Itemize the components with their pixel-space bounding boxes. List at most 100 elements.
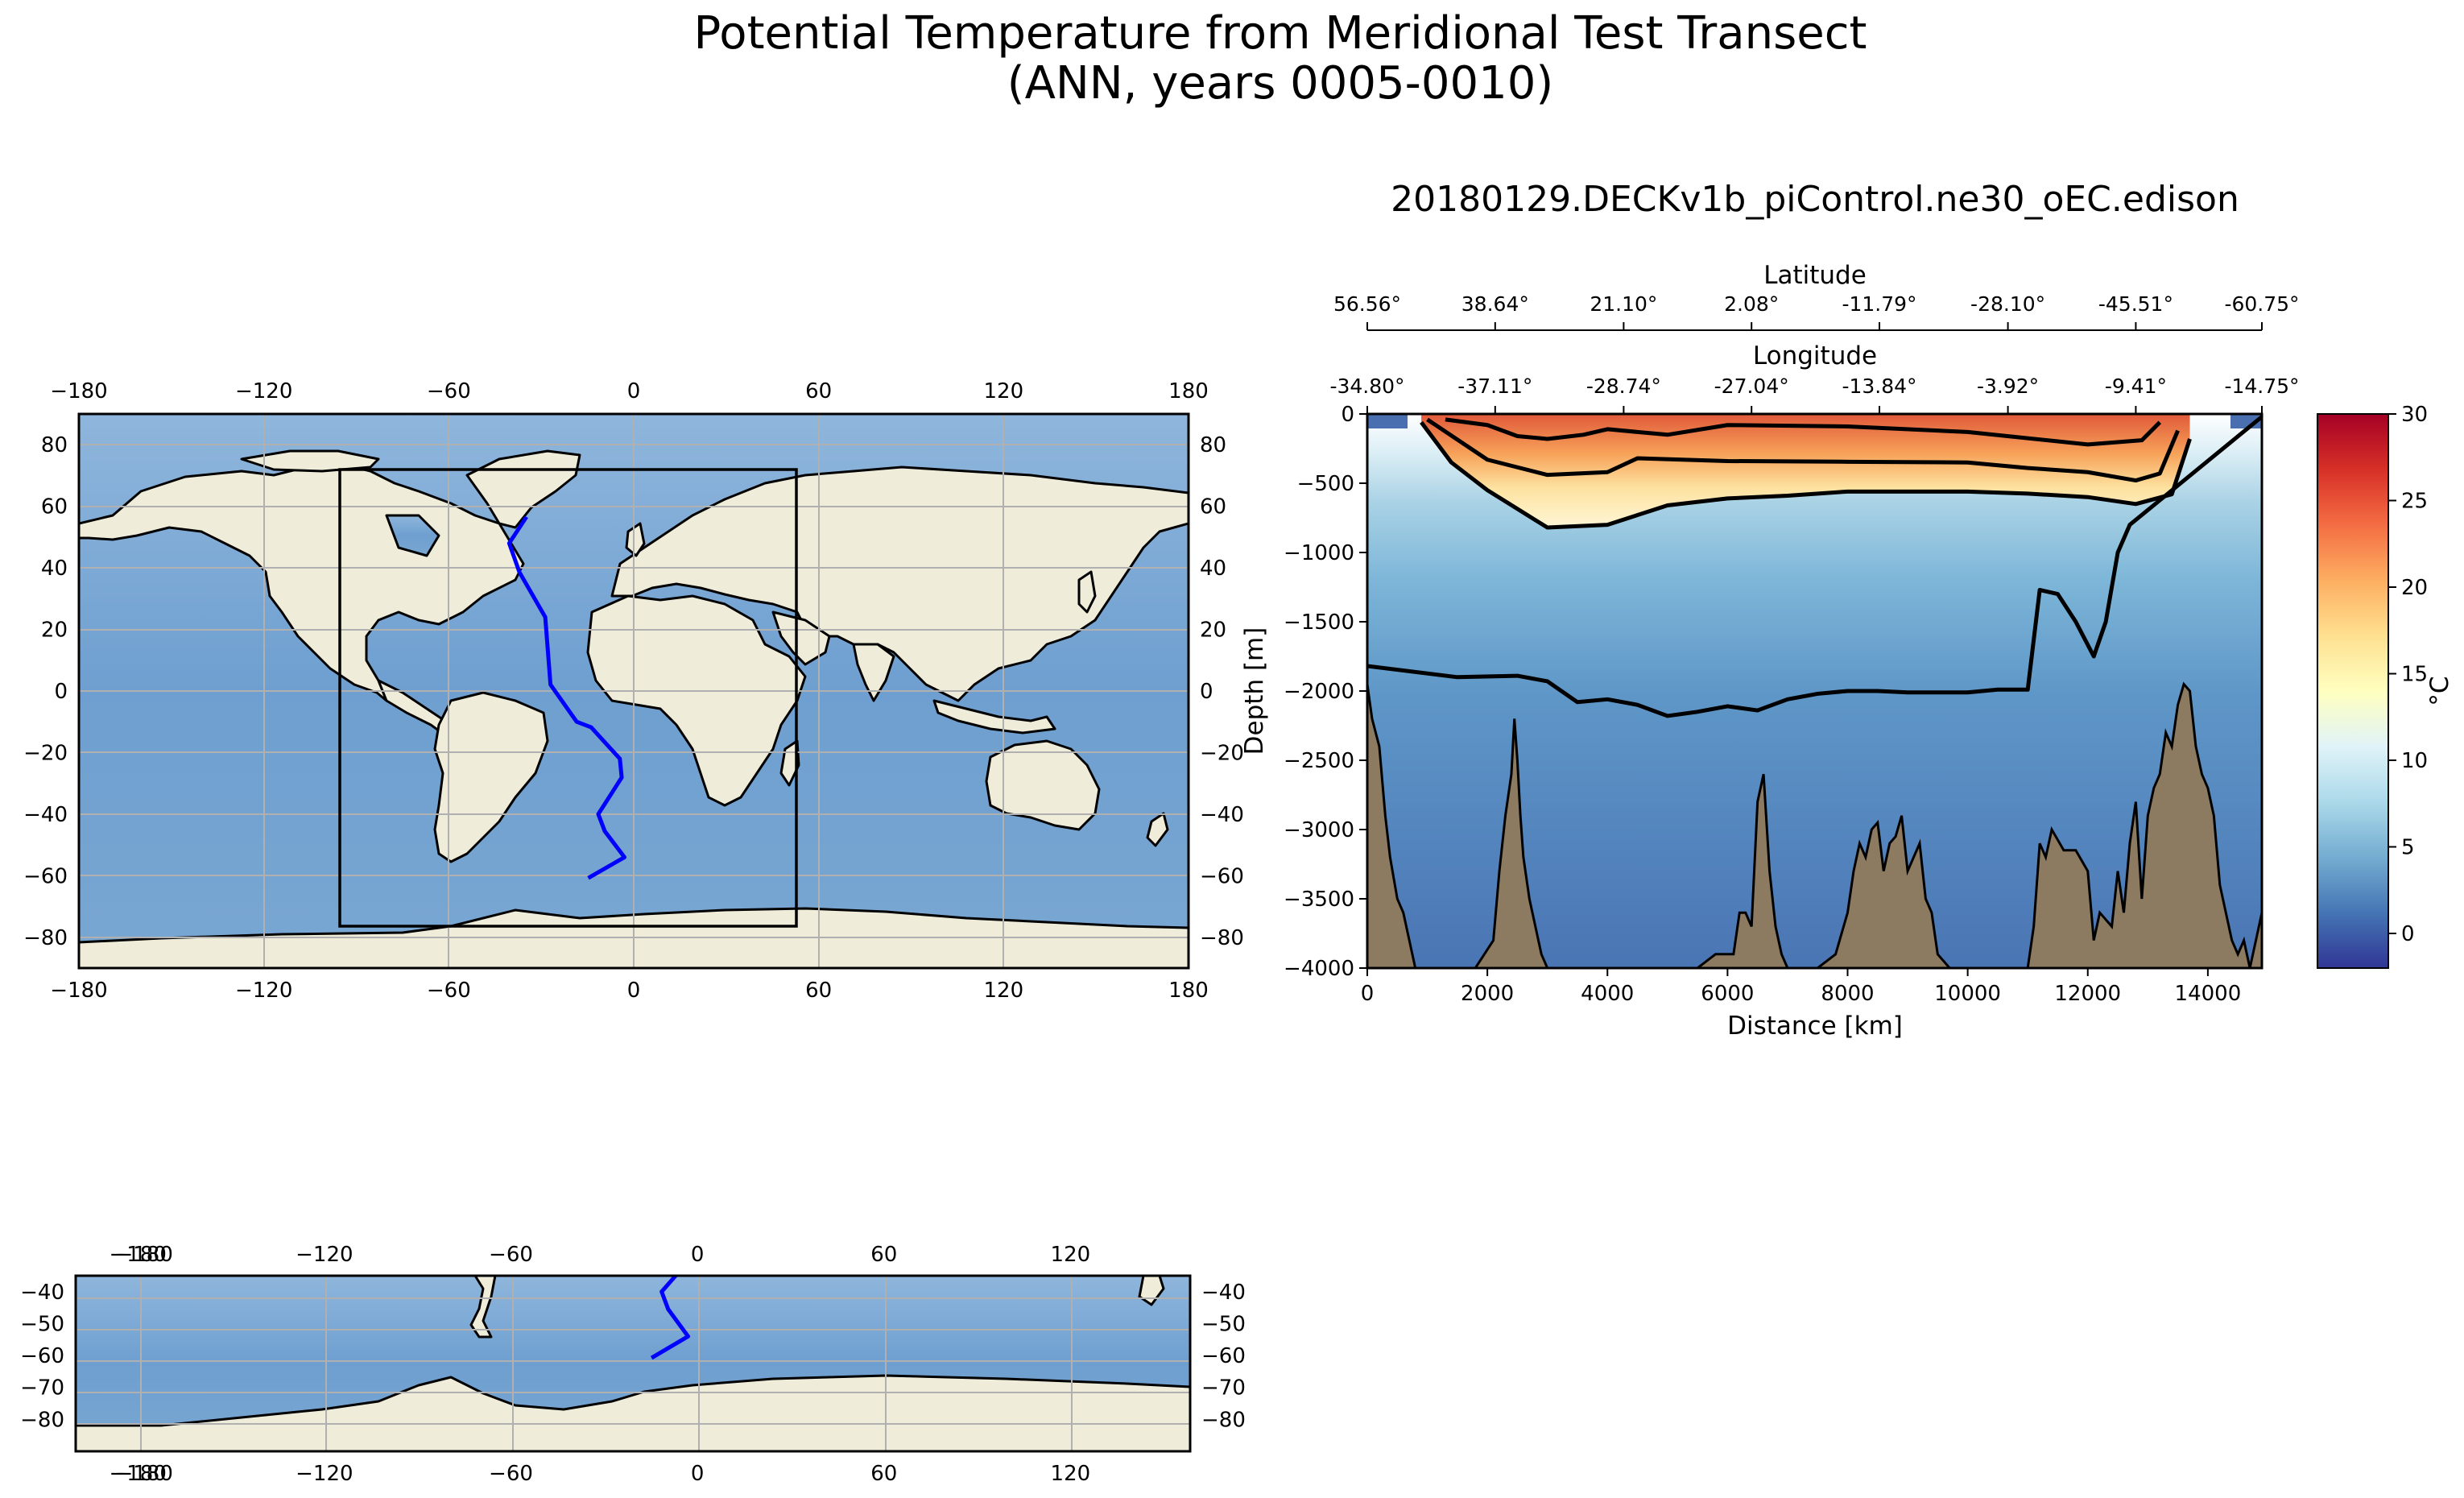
global-map-right-tick-label: −40 bbox=[1200, 803, 1244, 827]
southern-map-left-tick-label: −40 bbox=[20, 1281, 64, 1305]
global-map-top-tick-label: −60 bbox=[427, 379, 471, 403]
section-y-tick-label: −2000 bbox=[1284, 680, 1354, 704]
warm-layer bbox=[1421, 414, 2190, 528]
longitude-ticks: -34.80° -37.11° -28.74° -27.04° -13.84° -3.92… bbox=[1329, 374, 2300, 414]
colorbar-tick-label: 30 bbox=[2401, 403, 2428, 427]
transect-line bbox=[506, 515, 627, 880]
latitude-tick-label: 56.56° bbox=[1333, 292, 1401, 316]
global-map-frame bbox=[77, 412, 1190, 970]
colorbar-tick-label: 10 bbox=[2401, 749, 2428, 773]
global-map-right-tick-label: 60 bbox=[1200, 495, 1226, 519]
global-map-top-tick-label: 180 bbox=[1168, 379, 1209, 403]
region-box bbox=[338, 468, 798, 928]
global-map-left-tick-label: −40 bbox=[23, 803, 68, 827]
global-map-left-tick-label: −80 bbox=[23, 926, 68, 950]
southern-map-right-tick-label: −50 bbox=[1201, 1312, 1246, 1336]
global-map-left-tick-label: 80 bbox=[41, 433, 68, 457]
section-x-tick-label: 4000 bbox=[1581, 982, 1634, 1006]
latitude-tick-label: -45.51° bbox=[2098, 292, 2173, 316]
global-map-left-tick-label: 0 bbox=[54, 680, 68, 704]
longitude-tick-label: -34.80° bbox=[1329, 374, 1404, 398]
figure-title-line1: Potential Temperature from Meridional Te… bbox=[694, 7, 1867, 60]
southern-map-bottom-tick-label: 0 bbox=[691, 1462, 705, 1486]
section-y-tick-label: −4000 bbox=[1284, 957, 1354, 981]
global-map-bottom-tick-label: 60 bbox=[805, 979, 832, 1003]
global-map-top-tick-label: 120 bbox=[984, 379, 1024, 403]
southern-map-top-tick-label: 60 bbox=[870, 1243, 897, 1267]
southern-map-left-tick-label: −50 bbox=[20, 1312, 64, 1336]
global-map-right-tick-label: 0 bbox=[1200, 680, 1213, 704]
global-map-bottom-tick-label: 0 bbox=[627, 979, 641, 1003]
global-map-bottom-tick-label: 120 bbox=[984, 979, 1024, 1003]
southern-map-top-tick-label: 0 bbox=[691, 1243, 705, 1267]
section-x-tick-label: 2000 bbox=[1461, 982, 1514, 1006]
southern-map-right-tick-label: −70 bbox=[1201, 1376, 1246, 1401]
land-arabia bbox=[771, 610, 831, 666]
section-xlabel: Distance [km] bbox=[1727, 1012, 1903, 1041]
southern-map-frame bbox=[74, 1274, 1192, 1453]
global-map-grid bbox=[79, 414, 1189, 968]
southern-map-bottom-tick-label: 60 bbox=[870, 1462, 897, 1486]
section-y-tick-label: −1500 bbox=[1284, 610, 1354, 635]
colorbar-tick-label: 0 bbox=[2401, 922, 2415, 946]
colorbar-tick-label: 20 bbox=[2401, 576, 2428, 600]
longitude-axis-label: Longitude bbox=[1753, 341, 1877, 370]
latitude-tick-label: -60.75° bbox=[2224, 292, 2299, 316]
global-map-right-tick-label: −60 bbox=[1200, 864, 1244, 888]
colorbar-label: °C bbox=[2425, 676, 2454, 706]
global-map-top-tick-label: 0 bbox=[627, 379, 641, 403]
southern-map-left-tick-label: −80 bbox=[20, 1408, 64, 1432]
global-map-left-tick-label: 60 bbox=[41, 495, 68, 519]
longitude-tick-label: -9.41° bbox=[2105, 374, 2167, 398]
latitude-tick-label: 38.64° bbox=[1461, 292, 1529, 316]
global-map-top-tick-label: 60 bbox=[805, 379, 832, 403]
global-map-bottom-tick-label: −60 bbox=[427, 979, 471, 1003]
section-ticks: 0 2000 4000 6000 8000 10000 12000 14000 0 −500 −10… bbox=[1284, 403, 2241, 1006]
section-title: 20180129.DECKv1b_piControl.ne30_oEC.edis… bbox=[1391, 179, 2239, 220]
latitude-tick-label: 2.08° bbox=[1724, 292, 1779, 316]
section-ylabel: Depth [m] bbox=[1240, 627, 1269, 755]
section-y-tick-label: −1000 bbox=[1284, 541, 1354, 565]
colorbar-tick-label: 5 bbox=[2401, 836, 2415, 860]
section-y-tick-label: −3500 bbox=[1284, 888, 1354, 912]
global-map-right-tick-label: −80 bbox=[1200, 926, 1244, 950]
colorbar: 0 5 10 15 20 25 30 °C bbox=[2317, 403, 2454, 969]
land-arctic-islands bbox=[240, 449, 380, 473]
section-x-tick-label: 12000 bbox=[2054, 982, 2121, 1006]
colorbar-gradient bbox=[2317, 413, 2389, 969]
contour-15 bbox=[1426, 417, 2180, 483]
southern-map-right-tick-label: −40 bbox=[1201, 1281, 1246, 1305]
latitude-tick-label: 21.10° bbox=[1590, 292, 1657, 316]
global-map: −180 −180 −120 −120 −60 −60 0 0 60 60 120 120 180 180… bbox=[23, 379, 1244, 1003]
colorbar-tick-label: 15 bbox=[2401, 663, 2428, 687]
figure-title-line2: (ANN, years 0005-0010) bbox=[1007, 57, 1554, 110]
global-map-right-tick-label: −20 bbox=[1200, 741, 1244, 765]
section-x-tick-label: 14000 bbox=[2175, 982, 2242, 1006]
southern-map: −180−180−120−120−60−60006060120120−180−1… bbox=[20, 1243, 1246, 1486]
southern-map-left-tick-label: −70 bbox=[20, 1376, 64, 1401]
southern-map-bottom-tick-label: 120 bbox=[1051, 1462, 1091, 1486]
global-map-right-tick-label: 80 bbox=[1200, 433, 1226, 457]
contour-10 bbox=[1420, 420, 2192, 530]
global-map-bottom-tick-label: 180 bbox=[1168, 979, 1209, 1003]
contour-5 bbox=[1367, 415, 2262, 718]
global-map-bottom-tick-label: −120 bbox=[235, 979, 292, 1003]
global-map-left-tick-label: 20 bbox=[41, 619, 68, 643]
global-map-top-tick-label: −120 bbox=[235, 379, 292, 403]
longitude-tick-label: -13.84° bbox=[1842, 374, 1916, 398]
southern-map-right-tick-label: −60 bbox=[1201, 1344, 1246, 1368]
longitude-tick-label: -14.75° bbox=[2224, 374, 2299, 398]
longitude-tick-label: -37.11° bbox=[1457, 374, 1532, 398]
contour-20 bbox=[1445, 417, 2162, 447]
seafloor bbox=[1367, 681, 2262, 968]
latitude-axis-label: Latitude bbox=[1763, 261, 1867, 290]
land-uk bbox=[625, 522, 646, 557]
southern-map-bottom-tick-label: −120 bbox=[296, 1462, 353, 1486]
colorbar-ticks: 0 5 10 15 20 25 30 bbox=[2388, 403, 2428, 946]
southern-map-left-tick-label: −60 bbox=[20, 1344, 64, 1368]
southern-map-top-tick-label: 120 bbox=[1051, 1243, 1091, 1267]
southern-map-top-tick-label: −60 bbox=[489, 1243, 533, 1267]
global-map-bottom-tick-label: −180 bbox=[50, 979, 107, 1003]
global-map-left-tick-label: −60 bbox=[23, 864, 68, 888]
